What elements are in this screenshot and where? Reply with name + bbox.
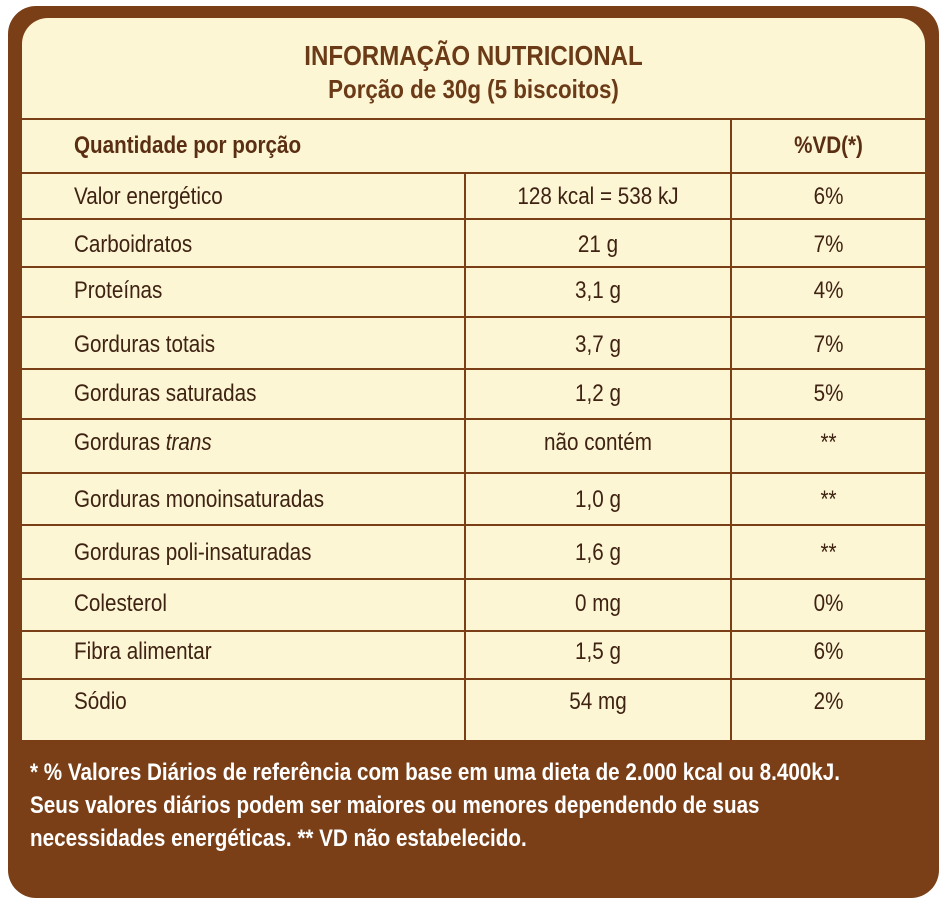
divider (22, 368, 925, 370)
nutrient-dv: ** (820, 486, 837, 513)
nutrient-amount: 1,6 g (575, 539, 621, 566)
divider (22, 630, 925, 632)
nutrient-name: Gorduras monoinsaturadas (74, 486, 325, 513)
nutrient-name: Gorduras trans (74, 429, 212, 457)
nutrient-name: Gorduras totais (74, 331, 216, 358)
nutrient-name: Gorduras saturadas (74, 380, 257, 407)
divider (22, 418, 925, 420)
divider (22, 218, 925, 220)
divider (22, 578, 925, 580)
nutrient-dv: 2% (813, 688, 844, 715)
nutrient-name: Carboidratos (74, 231, 193, 258)
serving-size: Porção de 30g (5 biscoitos) (328, 74, 619, 104)
column-divider (730, 118, 732, 740)
nutrient-name: Proteínas (74, 277, 163, 304)
nutrient-name: Gorduras poli-insaturadas (74, 539, 312, 566)
nutrient-name-italic: trans (165, 429, 212, 456)
nutrient-amount: 0 mg (575, 590, 621, 617)
nutrient-dv: 6% (813, 183, 844, 210)
nutrient-dv: 5% (813, 380, 844, 407)
footnote-line: necessidades energéticas. ** VD não esta… (30, 825, 527, 852)
divider (22, 172, 925, 174)
nutrient-amount: 54 mg (569, 688, 627, 715)
nutrient-dv: 7% (813, 331, 844, 358)
nutrient-dv: ** (820, 429, 837, 456)
nutrient-amount: 3,7 g (575, 331, 621, 358)
nutrient-amount: 1,2 g (575, 380, 621, 407)
divider (22, 524, 925, 526)
nutrient-name: Colesterol (74, 590, 167, 617)
nutrition-label: INFORMAÇÃO NUTRICIONAL Porção de 30g (5 … (8, 6, 939, 898)
table-title: INFORMAÇÃO NUTRICIONAL (304, 40, 643, 71)
divider (22, 472, 925, 474)
nutrition-table-panel: INFORMAÇÃO NUTRICIONAL Porção de 30g (5 … (22, 18, 925, 740)
nutrient-dv: 7% (813, 231, 844, 258)
nutrient-name: Fibra alimentar (74, 638, 212, 665)
footnote: * % Valores Diários de referência com ba… (30, 756, 840, 855)
divider (22, 678, 925, 680)
nutrient-name-text: Gorduras (74, 429, 166, 456)
footnote-line: * % Valores Diários de referência com ba… (30, 759, 840, 786)
nutrient-amount: 128 kcal = 538 kJ (517, 183, 679, 210)
column-header-dv: %VD(*) (794, 132, 863, 159)
column-divider (464, 172, 466, 740)
nutrient-amount: 1,5 g (575, 638, 621, 665)
table-header: INFORMAÇÃO NUTRICIONAL Porção de 30g (5 … (22, 18, 925, 110)
nutrient-dv: ** (820, 539, 837, 566)
footnote-line: Seus valores diários podem ser maiores o… (30, 792, 760, 819)
nutrient-amount: 21 g (577, 231, 619, 258)
divider (22, 118, 925, 120)
divider (22, 316, 925, 318)
nutrient-amount: 1,0 g (575, 486, 621, 513)
divider (22, 266, 925, 268)
nutrient-amount: não contém (544, 429, 652, 456)
nutrient-dv: 0% (813, 590, 844, 617)
nutrient-name: Valor energético (74, 183, 223, 210)
nutrient-dv: 4% (813, 277, 844, 304)
nutrient-name: Sódio (74, 688, 127, 715)
nutrient-dv: 6% (813, 638, 844, 665)
column-header-quantity: Quantidade por porção (74, 132, 302, 159)
nutrient-amount: 3,1 g (575, 277, 621, 304)
